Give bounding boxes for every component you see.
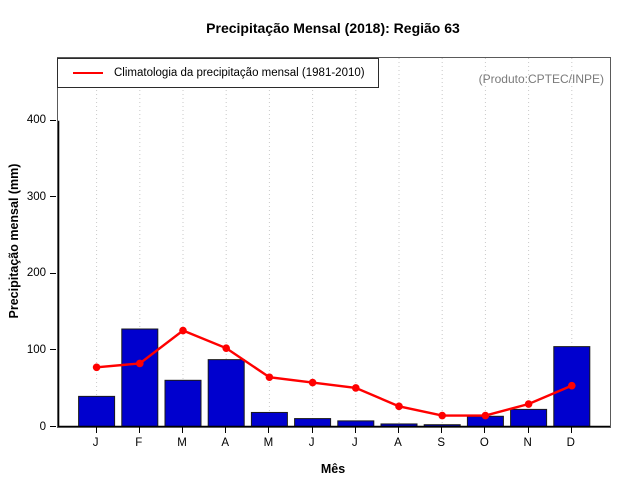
x-tick-label: J (92, 437, 99, 449)
bar-M-4 (250, 411, 288, 427)
bar-F-1 (121, 328, 159, 427)
x-tick-mark (570, 427, 572, 433)
x-tick-mark (527, 427, 529, 433)
climatology-point-A-7 (395, 402, 403, 411)
plot-area (57, 57, 611, 428)
y-tick-mark (50, 349, 56, 351)
bar-A-3 (207, 359, 245, 427)
y-tick-mark (50, 426, 56, 427)
source-note: (Produto:CPTEC/INPE) (478, 72, 604, 86)
climatology-point-O-9 (481, 411, 490, 420)
x-tick-mark (398, 427, 399, 433)
y-tick-mark (50, 119, 56, 121)
x-tick-label: F (135, 437, 143, 449)
x-tick-label: M (263, 437, 274, 449)
x-tick-mark (182, 427, 183, 433)
bar-N-10 (510, 408, 548, 427)
x-tick-mark (95, 427, 97, 433)
plot-canvas (58, 58, 610, 427)
x-tick-mark (138, 427, 140, 433)
x-tick-mark (225, 427, 227, 433)
y-tick-label: 100 (26, 343, 46, 356)
bar-J-0 (78, 395, 116, 427)
y-tick-label: 0 (39, 420, 46, 433)
bar-M-2 (164, 379, 202, 427)
chart-title: Precipitação Mensal (2018): Região 63 (206, 20, 460, 36)
climatology-point-D-11 (568, 381, 576, 390)
x-tick-label: S (437, 437, 446, 449)
climatology-point-F-1 (136, 359, 144, 368)
x-tick-label: A (394, 437, 402, 449)
climatology-point-A-3 (222, 344, 230, 352)
x-tick-label: A (221, 437, 230, 449)
legend: Climatologia da precipitação mensal (198… (57, 58, 379, 88)
legend-line-swatch-icon (73, 71, 103, 75)
climatology-point-M-4 (265, 373, 274, 382)
climatology-point-N-10 (524, 400, 533, 408)
climatology-point-J-0 (92, 363, 101, 372)
x-tick-label: N (523, 437, 532, 449)
y-tick-mark (50, 196, 56, 198)
x-tick-label: D (566, 437, 575, 449)
x-tick-label: O (479, 437, 489, 449)
climatology-point-J-5 (308, 378, 317, 387)
x-tick-label: J (351, 437, 358, 449)
x-tick-label: J (308, 437, 315, 449)
x-tick-mark (484, 427, 486, 433)
x-tick-mark (441, 427, 443, 433)
x-axis-title: Mês (320, 462, 346, 476)
climatology-line (96, 329, 573, 417)
x-tick-mark (354, 427, 356, 433)
x-tick-mark (311, 427, 313, 433)
x-tick-mark (268, 427, 270, 433)
climatology-point-S-8 (438, 411, 447, 420)
y-tick-mark (50, 272, 56, 274)
legend-label: Climatologia da precipitação mensal (198… (114, 67, 365, 79)
climatology-point-J-6 (352, 384, 360, 392)
y-tick-label: 200 (26, 267, 46, 280)
y-axis-title: Precipitação mensal (mm) (7, 163, 21, 319)
bar-J-6 (337, 420, 375, 427)
y-tick-label: 400 (26, 114, 46, 127)
x-tick-label: M (177, 437, 187, 449)
y-tick-label: 300 (26, 190, 46, 203)
climatology-point-M-2 (179, 326, 187, 335)
